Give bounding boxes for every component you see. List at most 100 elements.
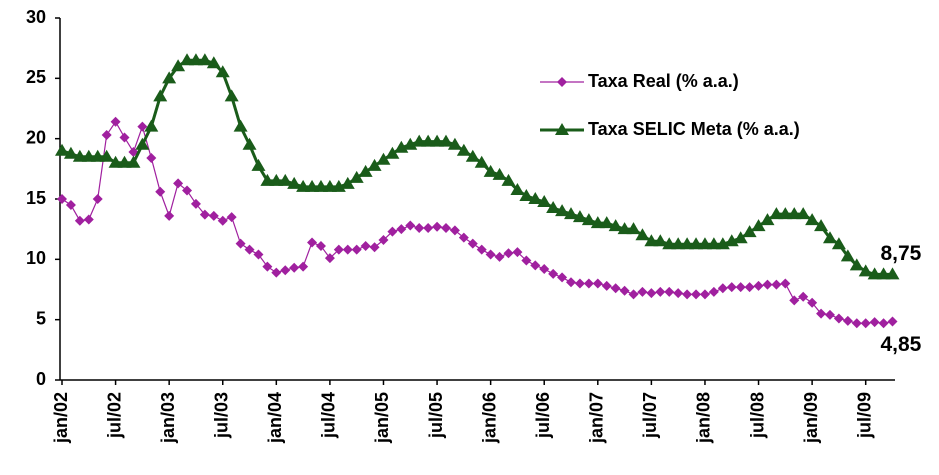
diamond-marker [530,260,541,271]
diamond-marker [869,317,880,328]
diamond-marker [173,178,184,189]
diamond-marker [557,77,567,87]
legend-label: Taxa SELIC Meta (% a.a.) [588,119,800,139]
diamond-marker [333,244,344,255]
triangle-marker [474,155,489,168]
triangle-marker [724,234,739,247]
diamond-marker [57,194,67,204]
triangle-marker [528,192,543,204]
triangle-marker [367,158,382,171]
triangle-marker [778,207,793,220]
triangle-marker [55,143,69,156]
triangle-marker [751,219,766,232]
triangle-marker [421,134,436,147]
triangle-marker [188,53,203,66]
triangle-marker [867,267,882,280]
triangle-marker [635,228,650,241]
diamond-marker [74,215,85,226]
diamond-marker [735,282,746,293]
triangle-marker [555,123,569,135]
triangle-marker [197,53,212,66]
y-tick-label: 15 [26,188,46,208]
triangle-marker [760,213,775,226]
triangle-marker [876,267,891,280]
diamond-marker [628,289,639,300]
diamond-marker [771,279,782,290]
diamond-marker [342,244,353,255]
diamond-marker [208,210,219,221]
diamond-marker [190,198,201,209]
diamond-marker [726,282,737,293]
diamond-marker [682,289,693,300]
triangle-marker [269,173,284,186]
diamond-marker [699,289,710,300]
x-tick-label: jan/09 [801,392,821,444]
triangle-marker [885,267,900,280]
triangle-marker [831,237,846,250]
triangle-marker [849,258,864,271]
triangle-marker [501,173,516,186]
triangle-marker [430,134,445,147]
triangle-marker [242,137,257,150]
triangle-marker [340,176,355,189]
series-line [61,120,893,324]
diamond-marker [467,238,478,249]
diamond-marker [271,267,282,278]
triangle-marker [224,89,239,102]
triangle-marker [662,237,677,250]
diamond-marker [414,222,425,233]
diamond-marker [262,261,273,272]
diamond-marker [619,285,630,296]
triangle-marker [171,59,186,72]
triangle-marker [715,237,730,250]
diamond-marker [503,248,514,259]
triangle-marker [590,216,605,229]
y-tick-label: 5 [36,308,46,328]
diamond-marker [851,318,862,329]
triangle-marker [331,179,346,192]
diamond-marker [65,200,76,211]
triangle-marker [412,134,427,147]
x-tick-label: jan/07 [587,392,607,444]
y-tick-label: 30 [26,7,46,27]
diamond-marker [878,318,889,329]
x-tick-label: jul/08 [747,392,767,439]
x-tick-label: jul/07 [640,392,660,439]
end-label: 4,85 [880,333,921,356]
triangle-marker [349,170,364,183]
diamond-marker [592,278,603,289]
diamond-marker [360,241,371,252]
triangle-marker [206,56,221,69]
x-tick-label: jan/03 [158,392,178,444]
triangle-marker [492,167,507,180]
triangle-marker [581,213,596,226]
diamond-marker [860,318,871,329]
triangle-marker [814,219,829,232]
x-tick-label: jan/02 [51,392,71,444]
diamond-marker [816,308,827,319]
y-tick-label: 20 [26,127,46,147]
triangle-marker [438,134,453,147]
diamond-marker [83,214,94,225]
triangle-marker [403,137,418,150]
diamond-marker [217,215,228,226]
diamond-marker [324,253,335,264]
diamond-marker [289,262,300,273]
triangle-marker [840,249,855,262]
triangle-marker [653,234,668,247]
x-tick-label: jul/05 [426,392,446,439]
triangle-marker [796,207,811,220]
diamond-marker [753,280,764,291]
triangle-marker [599,216,614,229]
x-tick-label: jul/02 [104,392,124,439]
diamond-marker [458,232,469,243]
diamond-marker [119,132,130,143]
diamond-marker [824,309,835,320]
x-tick-label: jul/09 [854,392,874,439]
diamond-marker [789,295,800,306]
diamond-marker [396,224,407,235]
diamond-marker [833,313,844,324]
diamond-marker [780,278,791,289]
diamond-marker [432,221,443,232]
